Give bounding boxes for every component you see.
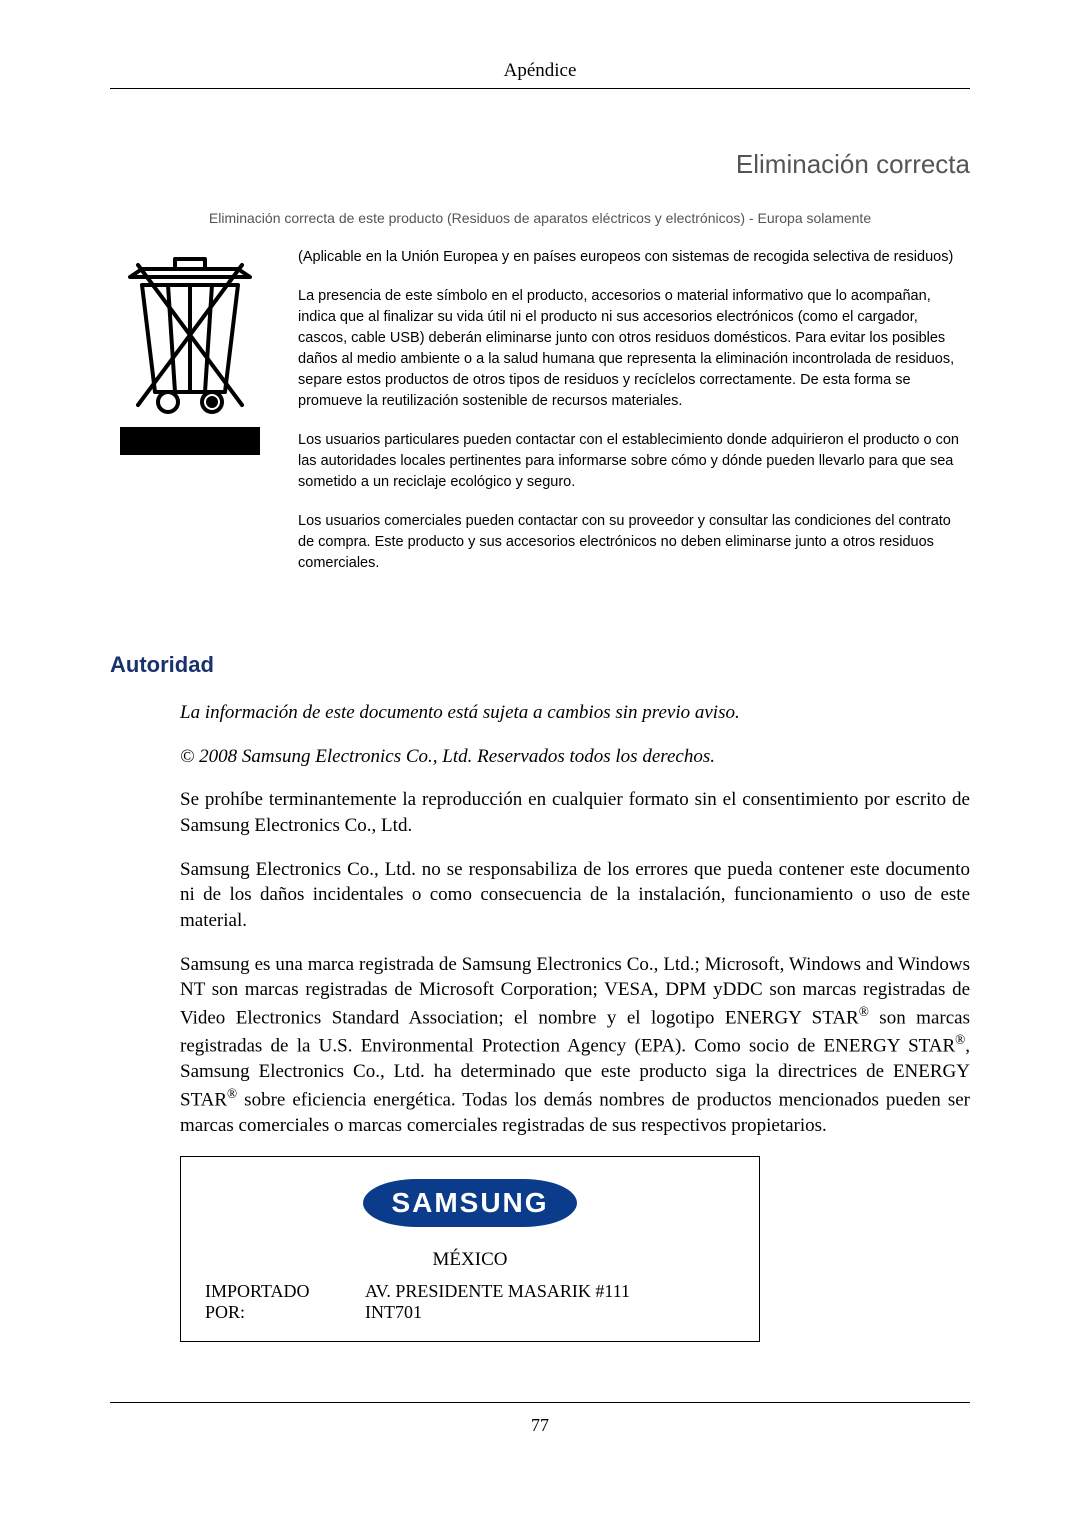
- importer-box: SAMSUNG MÉXICO IMPORTADO POR: AV. PRESID…: [180, 1156, 760, 1342]
- authority-p1: Se prohíbe terminantemente la reproducci…: [180, 787, 970, 838]
- header-rule: [110, 88, 970, 89]
- import-label-2: POR:: [205, 1302, 245, 1322]
- import-addr-2: INT701: [365, 1302, 422, 1322]
- authority-italic-1: La información de este documento está su…: [180, 700, 970, 726]
- disposal-p2: La presencia de este símbolo en el produ…: [298, 286, 970, 412]
- weee-black-bar: [120, 427, 260, 455]
- disposal-p1: (Aplicable en la Unión Europea y en país…: [298, 247, 970, 268]
- country-label: MÉXICO: [205, 1249, 735, 1271]
- import-label: IMPORTADO POR:: [205, 1281, 365, 1323]
- samsung-logo: SAMSUNG: [363, 1179, 576, 1227]
- authority-p3d: sobre eficiencia energética. Todas los d…: [180, 1089, 970, 1136]
- section-title-authority: Autoridad: [110, 652, 970, 678]
- weee-icon-column: [110, 247, 270, 592]
- weee-bin-icon: [120, 247, 260, 417]
- disposal-text: (Aplicable en la Unión Europea y en país…: [298, 247, 970, 592]
- authority-italic-2: © 2008 Samsung Electronics Co., Ltd. Res…: [180, 744, 970, 770]
- authority-p2: Samsung Electronics Co., Ltd. no se resp…: [180, 857, 970, 934]
- import-label-1: IMPORTADO: [205, 1281, 309, 1301]
- running-header: Apéndice: [110, 60, 970, 82]
- authority-p3a: Samsung es una marca registrada de Samsu…: [180, 954, 970, 1029]
- footer-rule: [110, 1402, 970, 1403]
- import-addr-1: AV. PRESIDENTE MASARIK #111: [365, 1281, 630, 1301]
- reg-mark-2: ®: [955, 1032, 965, 1047]
- reg-mark-3: ®: [227, 1086, 237, 1101]
- document-page: Apéndice Eliminación correcta Eliminació…: [0, 0, 1080, 1476]
- disposal-p3: Los usuarios particulares pueden contact…: [298, 430, 970, 493]
- reg-mark-1: ®: [859, 1004, 869, 1019]
- disposal-block: (Aplicable en la Unión Europea y en país…: [110, 247, 970, 592]
- section-title-disposal: Eliminación correcta: [110, 149, 970, 180]
- authority-body: La información de este documento está su…: [180, 700, 970, 1138]
- page-number: 77: [110, 1415, 970, 1436]
- authority-p3: Samsung es una marca registrada de Samsu…: [180, 952, 970, 1138]
- import-row: IMPORTADO POR: AV. PRESIDENTE MASARIK #1…: [205, 1281, 735, 1323]
- import-address: AV. PRESIDENTE MASARIK #111 INT701: [365, 1281, 735, 1323]
- logo-wrap: SAMSUNG: [205, 1179, 735, 1227]
- disposal-subhead: Eliminación correcta de este producto (R…: [160, 208, 920, 229]
- disposal-p4: Los usuarios comerciales pueden contacta…: [298, 511, 970, 574]
